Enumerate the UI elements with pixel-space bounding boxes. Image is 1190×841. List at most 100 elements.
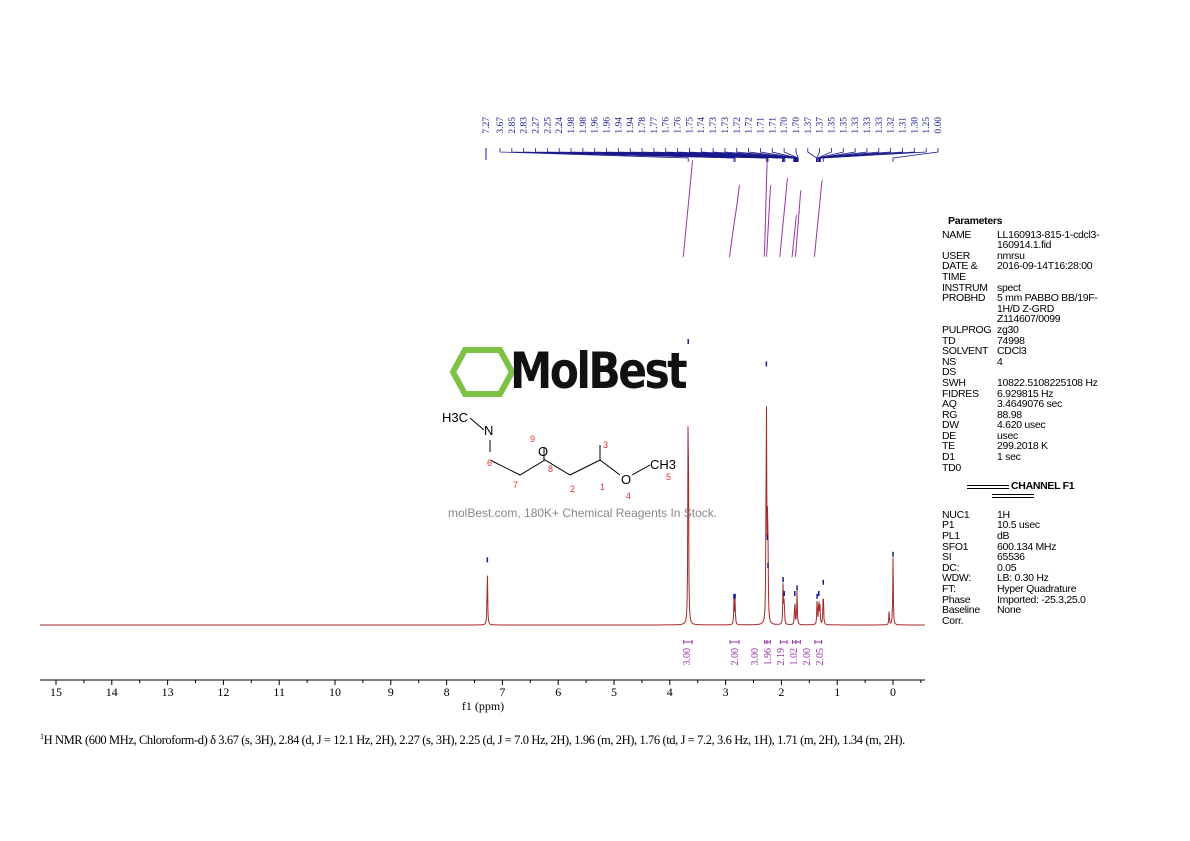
x-tick-label: 6 [555,685,561,699]
structure-atom: H3C [442,410,468,425]
peak-label: 1.31 [898,117,908,134]
caption-text: H NMR (600 MHz, Chloroform-d) δ 3.67 (s,… [43,733,906,748]
peak-leader [820,148,915,162]
parameter-row: WDW: LB: 0.30 Hz [942,573,1107,584]
atom-number: 6 [487,458,492,468]
peak-leader [795,148,799,162]
parameter-row: SI 65536 [942,552,1107,563]
integral-curve [794,189,802,258]
x-tick-label: 10 [329,685,341,699]
x-tick-label: 2 [778,685,784,699]
parameter-value: 74998 [997,334,1025,347]
parameters-list: NAME LL160913-815-1-cdcl3-160914.1.fid USE… [942,228,1107,474]
peak-label: 1.33 [875,117,885,134]
peak-label: 1.96 [591,117,601,134]
integral-bracket [795,640,801,644]
x-tick-label: 9 [388,685,394,699]
integral-bracket [792,640,797,644]
parameter-row: TE 299.2018 K [942,441,1107,452]
peak-label: 1.77 [650,117,660,134]
parameter-value: 299.2018 K [997,440,1048,453]
integral-bracket [766,640,771,644]
parameter-value: LL160913-815-1-cdcl3-160914.1.fid [997,228,1100,252]
structure-atom: N [484,423,493,438]
structure-bonds [469,417,651,476]
parameter-value: 3.4649076 sec [997,398,1062,411]
integral-curve [765,184,772,258]
x-axis-label: f1 (ppm) [462,699,504,713]
peak-label: 2.83 [520,117,530,134]
parameter-row: DATE & TIME 2016-09-14T16:28:00 [942,261,1107,282]
caption-superscript: 1 [40,732,44,741]
peak-label: 1.98 [579,117,589,134]
integral-value: 2.00 [730,648,741,666]
integral-bracket [814,640,823,644]
parameter-key: USER [942,249,970,262]
parameter-value: nmrsu [997,249,1025,262]
peak-leader [816,148,821,162]
peak-label: 1.37 [816,117,826,134]
integral-value: 2.05 [815,648,826,666]
x-tick-label: 3 [723,685,729,699]
integral-value: 1.02 [789,648,800,666]
peak-label: 1.96 [603,117,613,134]
parameters-title: Parameters [948,215,1003,227]
parameter-key: TE [942,440,955,453]
x-tick-label: 11 [273,685,285,699]
peak-label: 1.33 [863,117,873,134]
parameter-value: CDCl3 [997,345,1027,358]
atom-number: 5 [666,472,671,482]
parameter-key: DATE & TIME [942,260,978,283]
parameter-key: FT: [942,583,956,595]
peak-leader [499,148,689,162]
structure-atom: O [621,472,631,487]
integral-value: 1.96 [763,648,774,666]
parameter-row: FIDRES 6.929815 Hz [942,388,1107,400]
watermark-tagline: molBest.com, 180K+ Chemical Reagents In … [448,506,718,520]
parameter-row: PL1 dB [942,531,1107,542]
peak-label: 1.98 [567,117,577,134]
channel-header: CHANNEL F1 [967,481,1107,492]
parameter-value: 1 sec [997,451,1021,464]
peak-label: 7.27 [482,117,492,134]
parameter-key: DC: [942,561,960,574]
peak-label: 3.67 [496,117,506,134]
atom-number: 7 [513,480,518,490]
peak-label: 1.76 [662,117,672,134]
x-tick-label: 12 [217,685,229,699]
peak-label: 1.35 [827,117,837,134]
channel-rule [967,484,1009,489]
nmr-caption: 1H NMR (600 MHz, Chloroform-d) δ 3.67 (s… [40,728,920,749]
parameter-row: TD 74998 [942,334,1107,347]
peak-leader [807,148,817,162]
peak-label: 1.33 [851,117,861,134]
peak-leader [892,148,939,162]
parameter-key: PL1 [942,530,960,543]
parameter-value: dB [997,530,1010,543]
parameter-key: Phase [942,593,971,606]
peak-leader [523,148,736,162]
parameter-key: NS [942,355,956,368]
peak-label: 1.78 [638,117,648,134]
parameter-key: TD [942,334,956,347]
parameter-row: Phase Imported: -25.3,25.0 [942,593,1107,606]
peak-label: 1.35 [839,117,849,134]
parameter-value: 10822.5108225108 Hz [997,376,1098,389]
atom-number: 3 [603,440,608,450]
parameter-row: DS [942,367,1107,378]
parameter-row: D1 1 sec [942,452,1107,463]
peak-label: 1.76 [674,117,684,134]
atom-number: 1 [600,482,605,492]
parameter-key: PULPROG [942,323,992,336]
x-tick-label: 7 [499,685,505,699]
peak-label: 1.72 [745,117,755,134]
parameter-row: PULPROG zg30 [942,325,1107,336]
watermark-logo: MolBest [510,342,688,400]
parameter-row: Baseline Corr. None [942,605,1107,626]
peak-label: 1.30 [910,117,920,134]
parameter-row: FT: Hyper Quadrature [942,584,1107,595]
integral-curve [813,179,824,258]
parameter-key: P1 [942,519,955,532]
parameter-row: SFO1 600.134 MHz [942,542,1107,553]
parameter-key: SOLVENT [942,345,989,358]
